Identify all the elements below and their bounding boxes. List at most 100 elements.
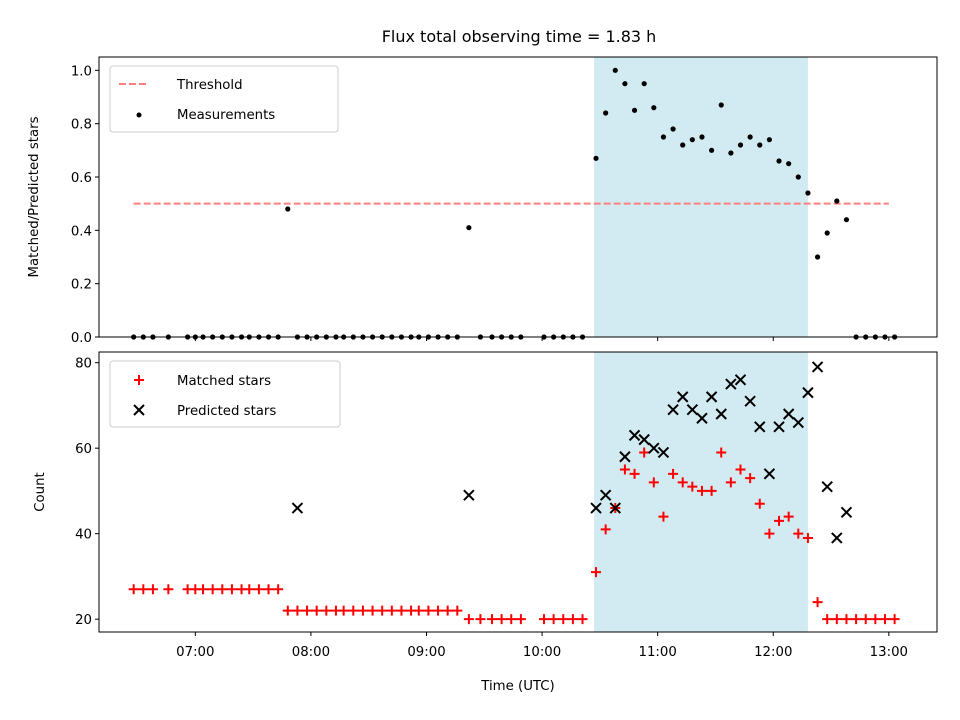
legend-predicted-swatch [133, 404, 145, 416]
measurement-point [603, 110, 609, 116]
ratio-y-axis: 0.0 0.2 0.4 0.6 0.8 1.0 [71, 64, 99, 346]
measurement-point [737, 142, 744, 148]
matched-star-point [716, 447, 727, 458]
matched-star-point [463, 614, 474, 625]
matched-star-point [338, 605, 349, 616]
matched-star-point [706, 485, 717, 496]
predicted-star-point [840, 506, 853, 519]
predicted-star-point [590, 502, 602, 514]
time-x-tick-label: 11:00 [639, 645, 677, 660]
matched-star-point [793, 528, 804, 539]
predicted-star-point [782, 408, 795, 420]
count-y-tick-label: 80 [75, 357, 92, 372]
legend-measurements-swatch [136, 112, 142, 118]
measurement-point [631, 107, 638, 113]
matched-star-point [244, 584, 255, 595]
matched-star-point [377, 605, 388, 616]
ratio-y-axis-label: Matched/Predicted stars [27, 116, 42, 277]
matched-star-point [226, 584, 237, 595]
legend-measurements-label: Measurements [177, 108, 275, 123]
predicted-star-point [763, 468, 776, 480]
predicted-star-point [802, 386, 814, 399]
measurement-point [660, 134, 667, 140]
measurement-point [843, 217, 850, 223]
legend-matched-swatch [134, 375, 144, 385]
matched-star-point [831, 614, 842, 625]
measurement-point [709, 147, 715, 153]
time-x-tick-label: 13:00 [870, 645, 908, 660]
matched-star-point [558, 614, 569, 625]
measurement-point [651, 105, 657, 111]
matched-star-point [687, 481, 698, 492]
predicted-star-point [831, 532, 843, 544]
matched-star-point [413, 605, 424, 616]
count-legend: Matched stars Predicted stars [109, 360, 341, 428]
measurement-point [795, 174, 801, 180]
figure-title: Flux total observing time = 1.83 h [382, 27, 657, 46]
matched-star-point [442, 605, 453, 616]
matched-star-point [754, 498, 765, 509]
ratio-x-ticks [194, 337, 890, 341]
matched-star-point [812, 597, 823, 608]
matched-star-point [802, 532, 813, 543]
measurement-point [593, 155, 599, 161]
legend-threshold-label: Threshold [176, 78, 243, 93]
count-y-tick-label: 60 [75, 442, 92, 457]
matched-star-point [452, 605, 463, 616]
matched-star-point [629, 468, 640, 479]
matched-star-point [386, 605, 397, 616]
matched-star-point [128, 584, 139, 595]
matched-star-point [841, 614, 852, 625]
matched-star-point [539, 614, 550, 625]
ratio-y-tick-label: 0.4 [71, 224, 92, 239]
matched-star-point [591, 567, 602, 578]
matched-star-point [567, 614, 578, 625]
time-x-tick-label: 12:00 [754, 645, 792, 660]
matched-star-point [600, 524, 611, 535]
ratio-legend-box [109, 65, 339, 133]
matched-star-point [396, 605, 407, 616]
predicted-star-point [677, 391, 689, 403]
ratio-panel-frame [98, 56, 938, 338]
measurement-point [689, 137, 695, 143]
matched-star-point [138, 584, 149, 595]
ratio-y-tick-label: 0.0 [71, 331, 92, 346]
matched-star-point [253, 584, 264, 595]
predicted-star-point [648, 442, 660, 454]
legend-matched-label: Matched stars [177, 374, 271, 389]
ratio-y-tick-label: 1.0 [71, 64, 92, 79]
matched-star-point [639, 447, 650, 458]
matched-star-point [147, 584, 158, 595]
matched-star-point [302, 605, 313, 616]
matched-star-point [506, 614, 517, 625]
matched-star-point [851, 614, 862, 625]
matched-star-point [696, 485, 707, 496]
matched-star-point [217, 584, 228, 595]
predicted-star-point [657, 446, 670, 459]
matched-star-point [163, 584, 174, 595]
ratio-panel: 0.0 0.2 0.4 0.6 0.8 1.0 Matched/Predicted sta… [27, 56, 938, 346]
count-y-axis-label: Count [33, 472, 48, 512]
matched-star-point [577, 614, 588, 625]
matched-star-point [311, 605, 322, 616]
predicted-star-point [821, 480, 833, 493]
measurement-point [766, 137, 773, 143]
predicted-star-point [773, 421, 785, 433]
ratio-y-tick-label: 0.2 [71, 278, 92, 293]
time-x-axis-label: Time (UTC) [480, 679, 555, 694]
predicted-star-points [291, 361, 853, 544]
matched-star-point [745, 473, 756, 484]
matched-star-point [263, 584, 274, 595]
matched-star-point [677, 477, 688, 488]
predicted-star-point [696, 412, 708, 424]
predicted-star-point [628, 429, 641, 442]
predicted-star-point [599, 489, 612, 501]
measurement-point [622, 81, 628, 87]
matched-star-point [619, 464, 630, 475]
measurement-point [814, 254, 821, 260]
matched-star-point [292, 605, 303, 616]
matched-star-point [774, 515, 785, 526]
measurement-point [805, 190, 811, 196]
measurement-point [747, 134, 753, 140]
matched-star-point [668, 468, 679, 479]
